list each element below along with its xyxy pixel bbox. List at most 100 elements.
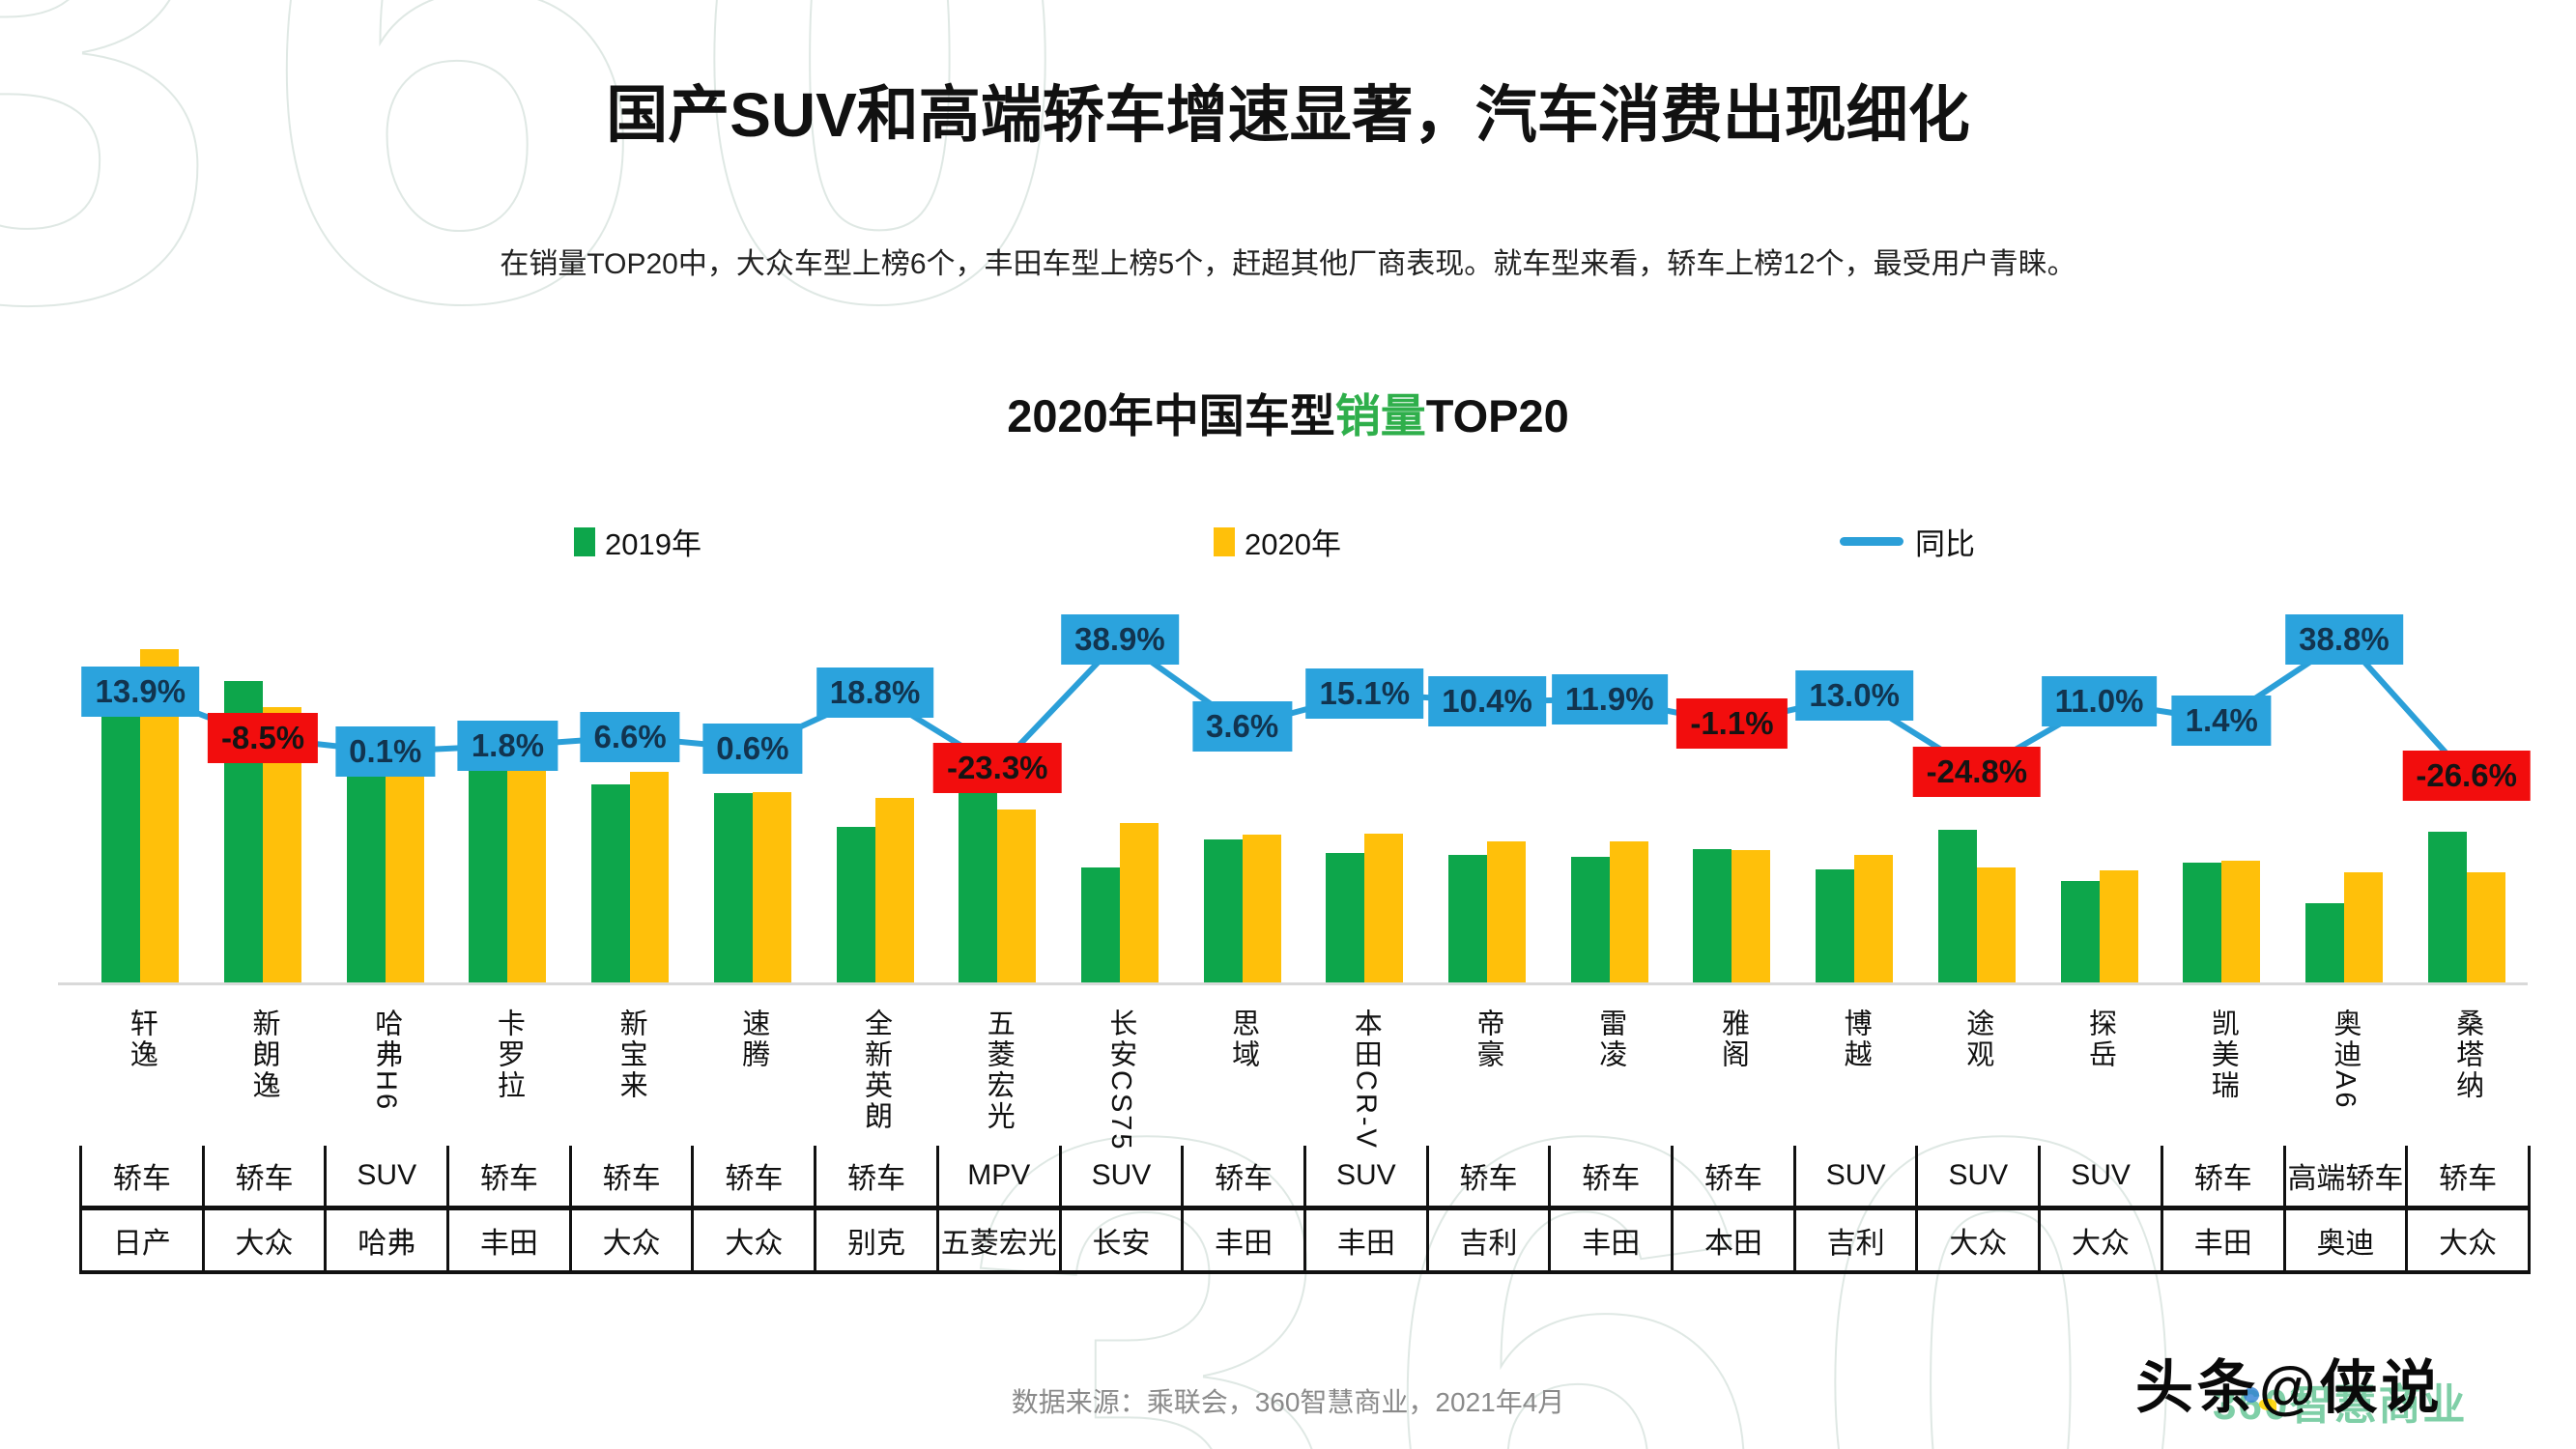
type-cell-11: SUV [1306, 1146, 1429, 1206]
category-label-哈弗H6: 哈弗H6 [370, 1009, 402, 1113]
bar-2020-长安CS75 [1119, 823, 1159, 983]
brand-cell-14: 本田 [1674, 1210, 1796, 1270]
legend-label-2019: 2019年 [605, 527, 701, 561]
yoy-label-雷凌: 11.9% [1551, 674, 1668, 724]
brand-cell-2: 大众 [205, 1210, 328, 1270]
background-watermark-360-top: 360 [0, 0, 1113, 446]
bar-2020-凯美瑞 [2221, 861, 2261, 983]
brand-cell-11: 丰田 [1306, 1210, 1429, 1270]
bar-2019-博越 [1816, 869, 1855, 983]
bar-2019-探岳 [2060, 881, 2100, 983]
bar-2019-五菱宏光 [959, 756, 998, 983]
brand-cell-16: 大众 [1918, 1210, 2042, 1270]
type-cell-10: 轿车 [1184, 1146, 1306, 1206]
bar-2019-凯美瑞 [2183, 863, 2222, 983]
bar-2020-卡罗拉 [507, 765, 547, 983]
yoy-label-长安CS75: 38.9% [1061, 614, 1179, 665]
bar-2019-卡罗拉 [469, 769, 508, 983]
bar-2020-雷凌 [1609, 841, 1648, 983]
yoy-label-博越: 13.0% [1795, 670, 1913, 721]
brand-cell-5: 大众 [572, 1210, 695, 1270]
legend-item-2020: 2020年 [1214, 520, 1341, 563]
bar-2019-全新英朗 [836, 827, 875, 983]
bar-2019-奥迪A6 [2304, 903, 2344, 983]
brand-cell-17: 大众 [2041, 1210, 2163, 1270]
brand-cell-12: 吉利 [1429, 1210, 1552, 1270]
yoy-label-五菱宏光: -23.3% [932, 743, 1062, 793]
brand-cell-15: 吉利 [1796, 1210, 1919, 1270]
type-cell-15: SUV [1796, 1146, 1919, 1206]
type-cell-9: SUV [1062, 1146, 1185, 1206]
bar-2020-思域 [1242, 835, 1281, 983]
page-subtitle: 在销量TOP20中，大众车型上榜6个，丰田车型上榜5个，赶超其他厂商表现。就车型… [500, 248, 2076, 280]
chart-title-highlight: 销量 [1334, 390, 1426, 441]
brand-cell-3: 哈弗 [327, 1210, 450, 1270]
brand-cell-7: 别克 [816, 1210, 939, 1270]
type-cell-20: 轿车 [2408, 1146, 2531, 1206]
type-cell-7: 轿车 [816, 1146, 939, 1206]
toutiao-xiashuo-badge: 头条@侠说 [2135, 1355, 2444, 1420]
logo-icon-yellow-dot [2259, 1399, 2276, 1410]
type-cell-17: SUV [2041, 1146, 2163, 1206]
category-label-雅阁: 雅阁 [1717, 1009, 1749, 1070]
bar-2020-五菱宏光 [997, 810, 1037, 983]
type-cell-2: 轿车 [205, 1146, 328, 1206]
category-label-五菱宏光: 五菱宏光 [983, 1009, 1015, 1132]
brand-cell-13: 丰田 [1551, 1210, 1674, 1270]
brand-cell-19: 奥迪 [2286, 1210, 2409, 1270]
brand-cell-1: 日产 [82, 1210, 205, 1270]
legend-item-yoy: 同比 [1840, 520, 1975, 563]
type-cell-16: SUV [1918, 1146, 2042, 1206]
category-label-卡罗拉: 卡罗拉 [493, 1009, 525, 1101]
legend-swatch-2020 [1214, 526, 1235, 556]
bar-2019-轩逸 [101, 690, 141, 983]
category-label-思域: 思域 [1227, 1009, 1259, 1070]
chart-title-suffix: TOP20 [1425, 390, 1569, 441]
bar-2019-桑塔纳 [2427, 832, 2467, 983]
bar-2019-雷凌 [1570, 857, 1610, 983]
brand-cell-4: 丰田 [449, 1210, 572, 1270]
bar-2019-帝豪 [1448, 855, 1488, 983]
bar-2019-长安CS75 [1080, 867, 1120, 983]
yoy-label-轩逸: 13.9% [81, 667, 200, 717]
bar-2019-新宝来 [591, 784, 631, 983]
yoy-label-本田CR-V: 15.1% [1305, 668, 1424, 719]
page-title: 国产SUV和高端轿车增速显著，汽车消费出现细化 [606, 80, 1970, 150]
type-cell-14: 轿车 [1674, 1146, 1796, 1206]
type-cell-3: SUV [327, 1146, 450, 1206]
yoy-label-雅阁: -1.1% [1676, 698, 1788, 749]
category-label-新宝来: 新宝来 [615, 1009, 647, 1101]
type-cell-1: 轿车 [82, 1146, 205, 1206]
bar-2020-桑塔纳 [2466, 872, 2505, 983]
yoy-label-哈弗H6: 0.1% [335, 726, 436, 777]
yoy-label-途观: -24.8% [1912, 747, 2042, 797]
category-label-本田CR-V: 本田CR-V [1350, 1009, 1382, 1151]
bar-2019-哈弗H6 [346, 760, 386, 983]
x-axis-baseline [58, 982, 2528, 985]
bar-2019-本田CR-V [1326, 853, 1365, 983]
bar-2020-途观 [1976, 867, 2016, 983]
category-label-速腾: 速腾 [737, 1009, 769, 1070]
category-label-雷凌: 雷凌 [1594, 1009, 1626, 1070]
bar-2020-帝豪 [1487, 841, 1527, 983]
yoy-label-新宝来: 6.6% [580, 712, 680, 762]
yoy-label-卡罗拉: 1.8% [457, 721, 558, 771]
legend-swatch-2019 [574, 526, 595, 556]
yoy-label-思域: 3.6% [1192, 701, 1293, 752]
category-label-桑塔纳: 桑塔纳 [2451, 1009, 2483, 1101]
type-cell-8: MPV [939, 1146, 1062, 1206]
yoy-label-凯美瑞: 1.4% [2171, 696, 2272, 746]
brand-cell-9: 长安 [1062, 1210, 1185, 1270]
category-label-博越: 博越 [1840, 1009, 1872, 1070]
category-label-长安CS75: 长安CS75 [1104, 1009, 1136, 1152]
data-source-note: 数据来源：乘联会，360智慧商业，2021年4月 [1011, 1387, 1565, 1417]
bar-2020-雅阁 [1732, 850, 1771, 983]
type-cell-19: 高端轿车 [2286, 1146, 2409, 1206]
bar-2019-雅阁 [1693, 849, 1732, 983]
brand-cell-10: 丰田 [1184, 1210, 1306, 1270]
vehicle-type-row: 轿车 轿车 SUV 轿车 轿车 轿车 轿车 MPV SUV 轿车 SUV 轿车 轿车 轿车 SUV SUV SU… [79, 1146, 2531, 1210]
type-cell-5: 轿车 [572, 1146, 695, 1206]
yoy-label-奥迪A6: 38.8% [2285, 614, 2403, 665]
yoy-label-帝豪: 10.4% [1428, 676, 1546, 726]
